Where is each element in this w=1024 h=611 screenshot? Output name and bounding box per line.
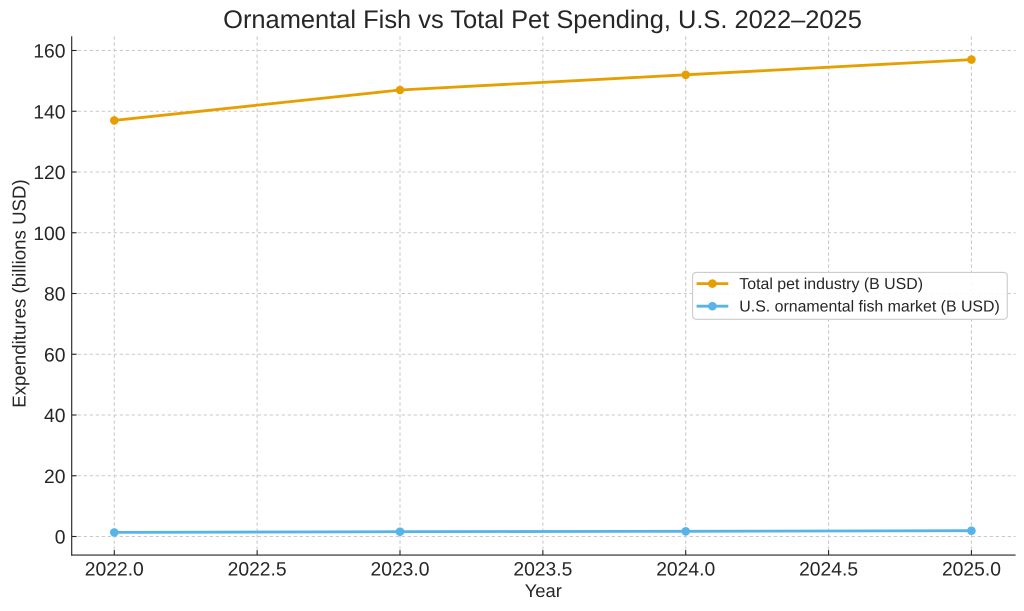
svg-text:100: 100	[33, 224, 65, 245]
svg-text:60: 60	[44, 345, 65, 366]
svg-text:40: 40	[44, 406, 65, 427]
svg-text:140: 140	[33, 102, 65, 123]
svg-text:Expenditures (billions USD): Expenditures (billions USD)	[8, 179, 29, 408]
svg-text:80: 80	[44, 285, 65, 306]
svg-text:Total pet industry (B USD): Total pet industry (B USD)	[739, 276, 923, 293]
svg-text:2023.0: 2023.0	[371, 559, 430, 580]
svg-text:0: 0	[55, 528, 66, 549]
svg-text:U.S. ornamental fish market (B: U.S. ornamental fish market (B USD)	[739, 298, 1000, 315]
svg-text:Ornamental Fish vs Total Pet S: Ornamental Fish vs Total Pet Spending, U…	[223, 6, 862, 34]
svg-text:2022.5: 2022.5	[228, 559, 287, 580]
svg-text:2024.0: 2024.0	[656, 559, 715, 580]
svg-text:160: 160	[33, 42, 65, 63]
svg-text:2024.5: 2024.5	[799, 559, 858, 580]
svg-text:Year: Year	[525, 580, 562, 601]
svg-text:20: 20	[44, 467, 65, 488]
svg-text:2023.5: 2023.5	[513, 559, 572, 580]
svg-text:2022.0: 2022.0	[85, 559, 144, 580]
svg-text:120: 120	[33, 163, 65, 184]
svg-text:2025.0: 2025.0	[942, 559, 1001, 580]
